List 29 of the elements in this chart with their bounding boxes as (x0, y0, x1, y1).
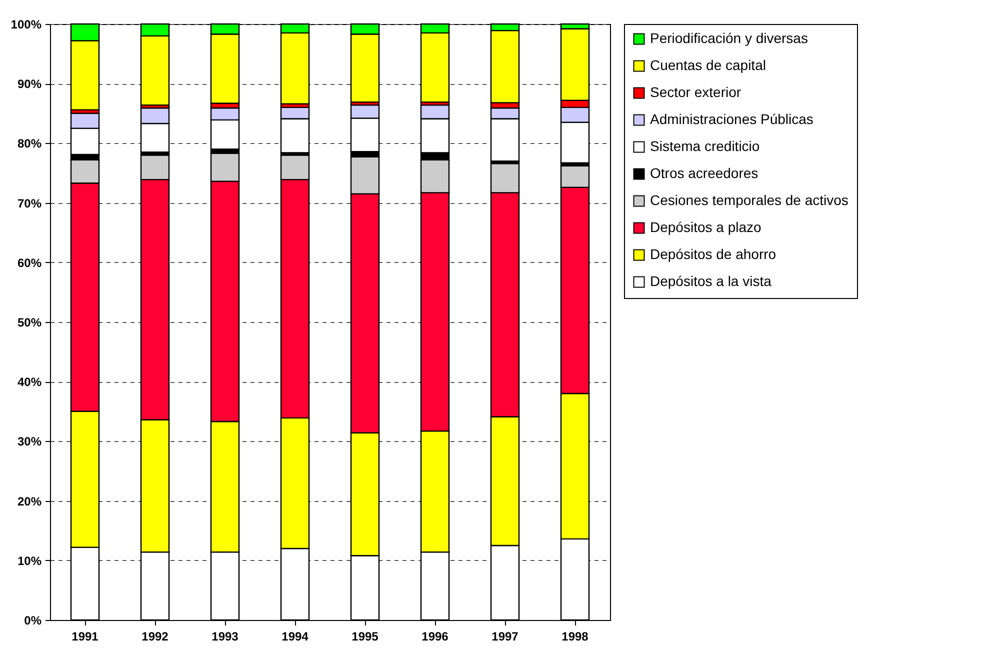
legend-label: Periodificación y diversas (650, 30, 808, 46)
legend-label: Sistema crediticio (650, 138, 760, 154)
legend-label: Administraciones Públicas (650, 111, 814, 127)
x-tick-label: 1995 (352, 630, 379, 644)
y-tick-label: 90% (17, 77, 42, 92)
y-tick-label: 30% (17, 434, 42, 449)
y-tick-label: 20% (17, 494, 42, 508)
y-tick-label: 50% (17, 316, 42, 330)
x-tick-label: 1998 (562, 630, 589, 644)
x-tick-label: 1991 (72, 630, 99, 644)
x-tick-label: 1997 (492, 630, 519, 644)
y-tick-label: 10% (17, 554, 42, 568)
legend-label: Depósitos de ahorro (650, 246, 776, 262)
x-tick-label: 1993 (212, 630, 239, 644)
y-tick-label: 0% (24, 614, 42, 628)
y-tick-label: 60% (17, 256, 42, 270)
x-tick-label: 1996 (422, 630, 449, 644)
y-tick-label: 100% (10, 18, 42, 32)
legend-label: Otros acreedores (650, 165, 758, 181)
legend-label: Depósitos a la vista (650, 273, 772, 289)
legend-label: Cesiones temporales de activos (650, 192, 848, 208)
y-tick-label: 80% (17, 136, 42, 151)
legend-label: Depósitos a plazo (650, 219, 762, 235)
x-tick-label: 1994 (282, 630, 309, 644)
x-tick-label: 1992 (142, 630, 169, 644)
y-tick-label: 40% (17, 375, 42, 390)
y-tick-label: 70% (17, 196, 42, 210)
legend-label: Sector exterior (650, 84, 742, 100)
legend-label: Cuentas de capital (650, 57, 766, 73)
